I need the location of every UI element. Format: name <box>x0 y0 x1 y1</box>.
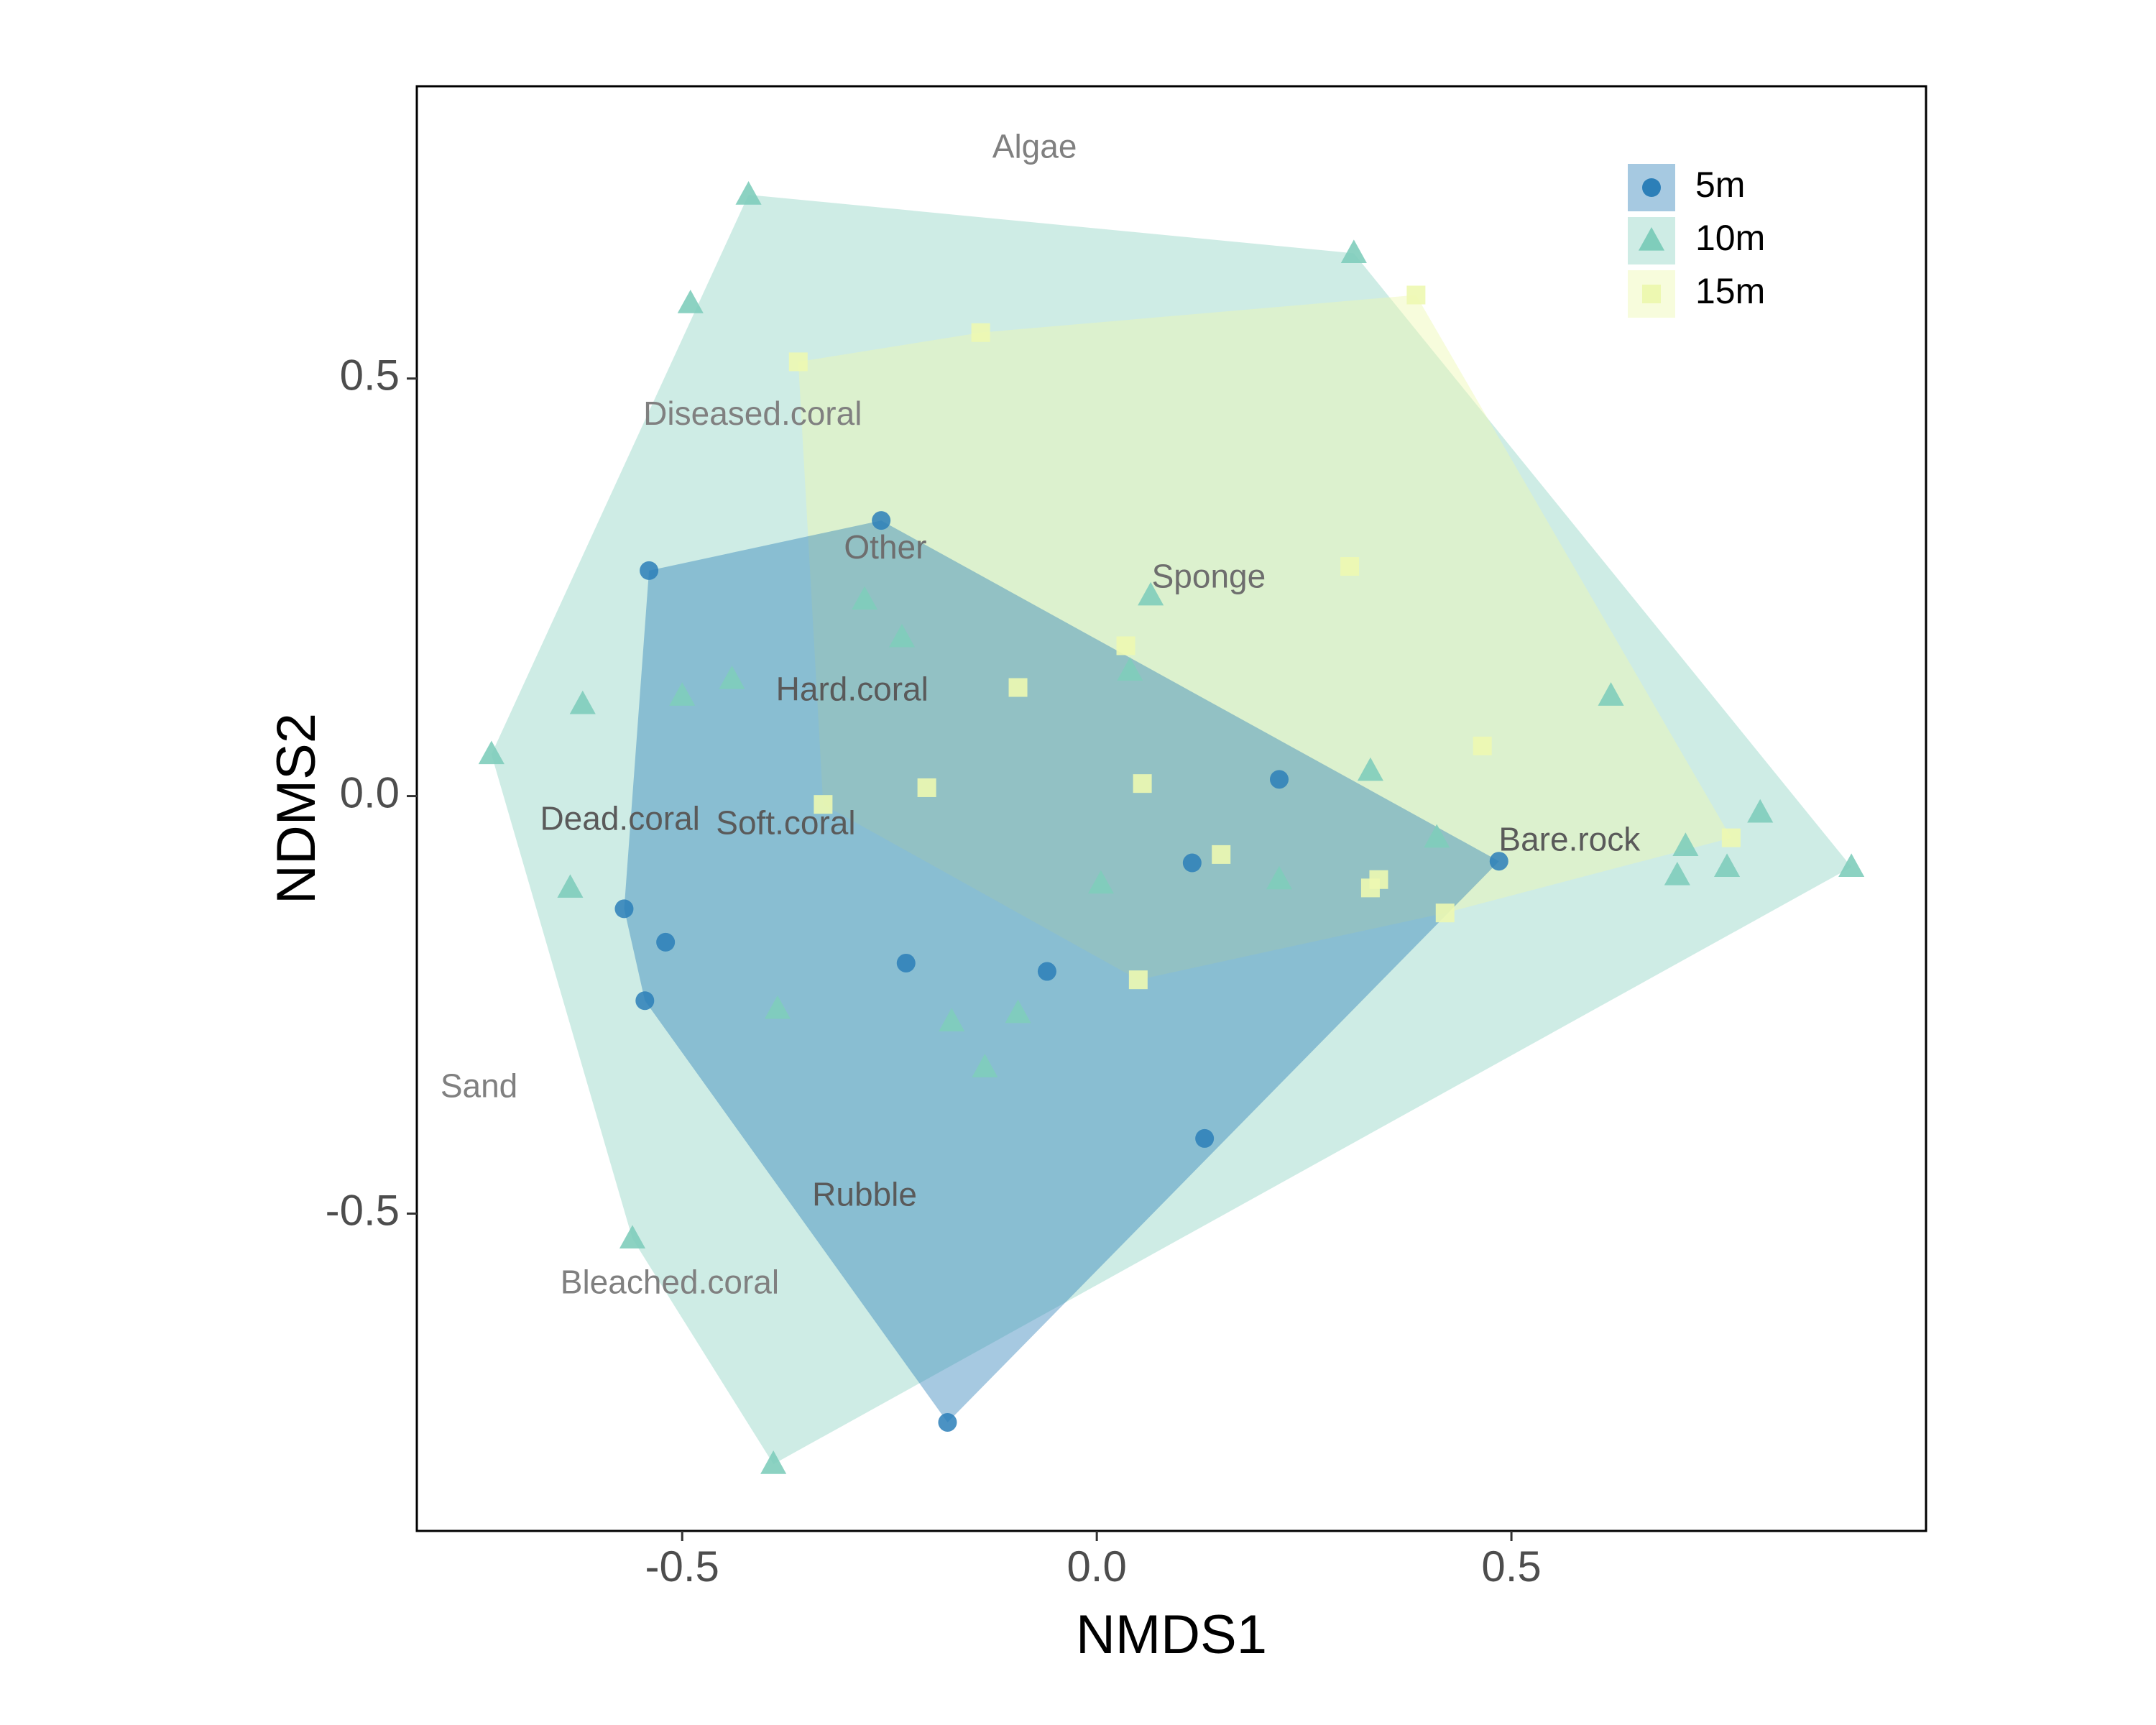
point-10m <box>1672 832 1699 856</box>
point-10m <box>1664 861 1690 886</box>
point-5m <box>1270 770 1289 789</box>
y-tick-label: 0.5 <box>340 351 400 399</box>
y-axis: -0.5 0.0 0.5 <box>326 351 417 1234</box>
point-10m <box>569 690 596 714</box>
species-label: Other <box>844 528 926 566</box>
hull-layer <box>491 195 1852 1465</box>
panel-border <box>415 85 1927 1532</box>
point-10m <box>972 1054 998 1077</box>
legend-marker-5m <box>1642 178 1661 197</box>
point-5m <box>1489 852 1508 871</box>
point-15m <box>1360 878 1380 898</box>
point-15m <box>1128 970 1148 990</box>
point-10m <box>735 181 762 205</box>
point-15m <box>814 795 833 814</box>
point-10m <box>1598 682 1624 706</box>
point-10m <box>760 1450 787 1474</box>
x-axis: -0.5 0.0 0.5 <box>645 1531 1542 1591</box>
species-label-layer: Algae Diseased.coral Other Sponge Hard.coral… <box>441 127 1641 1300</box>
point-10m <box>764 995 791 1019</box>
point-10m <box>1424 824 1450 848</box>
point-5m <box>896 953 916 972</box>
point-10m <box>852 586 878 610</box>
species-label: Bare.rock <box>1498 821 1641 858</box>
species-label: Soft.coral <box>716 804 855 841</box>
x-tick-label: -0.5 <box>645 1542 719 1591</box>
point-15m <box>1473 736 1492 755</box>
point-layer <box>478 181 1865 1474</box>
point-10m <box>888 623 916 648</box>
point-10m <box>478 740 505 765</box>
point-15m <box>1721 828 1741 847</box>
point-5m <box>872 511 891 530</box>
species-label: Sand <box>441 1067 517 1104</box>
point-5m <box>614 899 634 919</box>
point-10m <box>1087 870 1114 894</box>
point-10m <box>557 874 584 898</box>
point-15m <box>917 778 936 797</box>
point-15m <box>788 352 808 372</box>
point-15m <box>1406 285 1426 305</box>
legend-label: 15m <box>1695 271 1765 311</box>
point-10m <box>1266 865 1293 890</box>
hull-5m <box>624 520 1499 1423</box>
hull-10m <box>491 195 1852 1465</box>
point-10m <box>669 682 696 706</box>
point-10m <box>1117 657 1143 681</box>
y-tick-label: 0.0 <box>340 768 400 816</box>
point-10m <box>619 1225 646 1249</box>
x-tick-label: 0.5 <box>1481 1542 1541 1591</box>
point-15m <box>1340 557 1360 576</box>
point-15m <box>1133 774 1152 794</box>
point-5m <box>656 932 676 952</box>
point-5m <box>938 1412 957 1432</box>
x-tick-label: 0.0 <box>1067 1542 1126 1591</box>
point-10m <box>677 290 704 313</box>
species-label: Algae <box>992 127 1077 165</box>
species-label: Diseased.coral <box>643 395 862 432</box>
species-label: Rubble <box>812 1175 917 1213</box>
point-10m <box>1340 239 1367 264</box>
point-15m <box>1116 636 1135 656</box>
species-label: Dead.coral <box>540 800 699 837</box>
legend-label: 10m <box>1695 218 1765 258</box>
point-15m <box>971 323 990 342</box>
x-axis-title: NMDS1 <box>1076 1604 1267 1665</box>
legend-marker-15m <box>1642 285 1661 303</box>
point-15m <box>1435 903 1455 923</box>
point-10m <box>1747 799 1774 823</box>
y-axis-title: NDMS2 <box>266 713 327 904</box>
hull-15m <box>798 295 1731 980</box>
legend-marker-10m <box>1638 227 1665 251</box>
point-10m <box>1357 757 1383 781</box>
point-10m <box>939 1008 965 1031</box>
point-10m <box>719 665 745 689</box>
point-5m <box>635 991 655 1011</box>
point-10m <box>1005 999 1031 1024</box>
species-label: Sponge <box>1152 558 1266 595</box>
point-15m <box>1212 845 1231 864</box>
species-label: Bleached.coral <box>561 1263 779 1300</box>
point-5m <box>640 561 659 580</box>
species-label: Hard.coral <box>776 670 929 707</box>
point-15m <box>1008 678 1028 697</box>
point-10m <box>1714 853 1741 878</box>
point-10m <box>1138 581 1164 606</box>
legend: 5m 10m 15m <box>1628 164 1765 318</box>
point-5m <box>1037 962 1056 981</box>
point-10m <box>1838 853 1865 878</box>
y-tick-label: -0.5 <box>326 1186 400 1234</box>
point-5m <box>1182 853 1202 873</box>
legend-label: 5m <box>1695 165 1745 205</box>
point-5m <box>1195 1128 1215 1148</box>
